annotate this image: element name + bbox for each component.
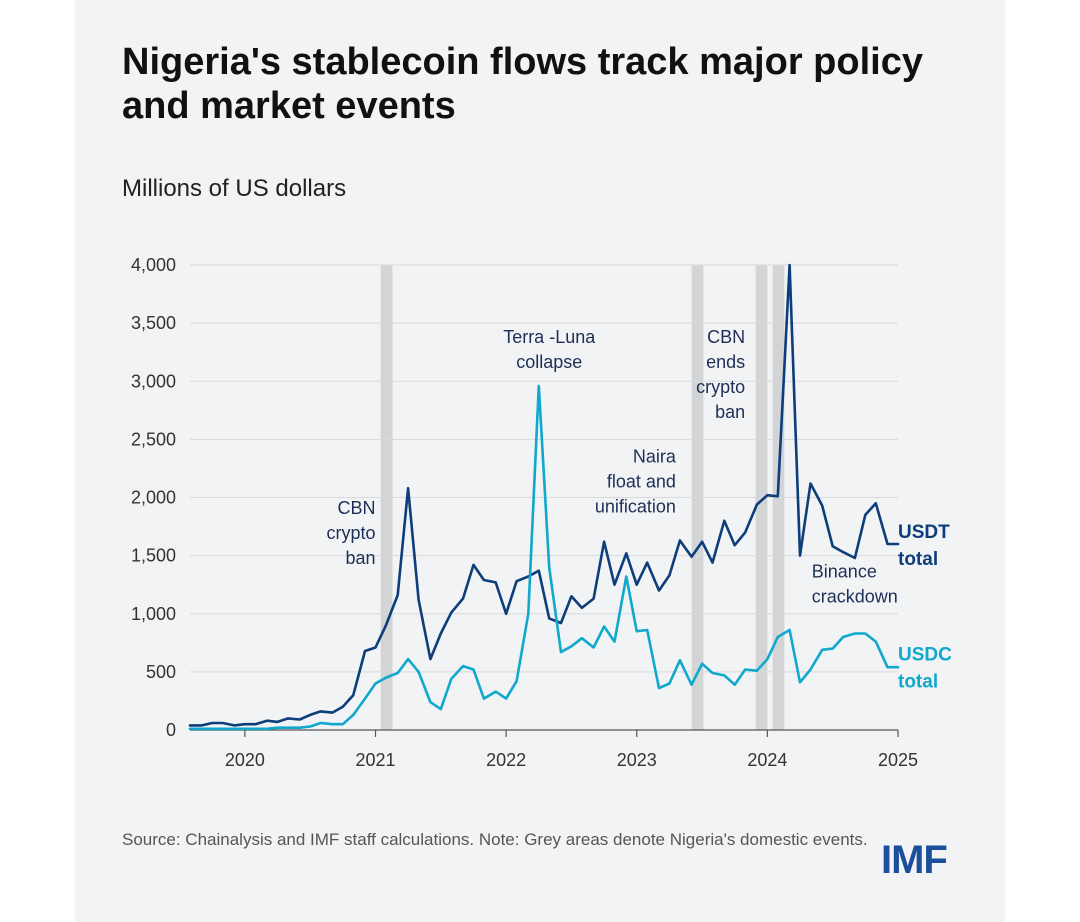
source-note: Source: Chainalysis and IMF staff calcul… [122,830,868,849]
annotation-line: CBN [707,327,745,347]
x-tick-label: 2022 [486,750,526,770]
y-tick-label: 4,000 [131,255,176,275]
x-tick-label: 2024 [747,750,787,770]
y-tick-label: 0 [166,720,176,740]
y-tick-label: 2,000 [131,488,176,508]
x-tick-label: 2025 [878,750,918,770]
annotation-4: Binance crackdown [812,562,898,607]
x-tick-label: 2021 [355,750,395,770]
y-tick-label: 1,500 [131,546,176,566]
annotation-1: Terra -Luna collapse [503,327,596,372]
series-label: USDC [898,644,952,665]
y-tick-label: 3,500 [131,313,176,333]
annotation-line: unification [595,497,676,517]
annotation-line: Binance [812,562,877,582]
annotation-line: float and [607,472,676,492]
unit-label: Millions of US dollars [122,175,347,202]
series-line-usdc [188,384,900,731]
series-label: USDT [898,522,950,543]
x-tick-label: 2023 [617,750,657,770]
annotation-line: ends [706,352,745,372]
y-tick-label: 2,500 [131,429,176,449]
y-tick-label: 3,000 [131,371,176,391]
annotation-3: CBN ends crypto ban [696,327,745,422]
chart-card: Nigeria's stablecoin flows track major p… [75,0,1005,922]
annotation-2: Naira float and unification [595,447,677,517]
annotation-line: Terra -Luna [503,327,596,347]
chart-title: Nigeria's stablecoin flows track major p… [122,41,923,127]
annotation-line: collapse [516,352,582,372]
series-label: total [898,671,938,692]
annotation-0: CBN crypto ban [326,498,375,568]
annotation-line: ban [715,402,745,422]
annotation-line: crackdown [812,587,898,607]
annotation-line: crypto [696,377,745,397]
annotation-line: CBN [337,498,375,518]
y-tick-label: 500 [146,662,176,682]
annotation-line: ban [345,548,375,568]
annotation-line: crypto [326,523,375,543]
y-tick-label: 1,000 [131,604,176,624]
series-line-usdt [188,263,900,727]
x-tick-label: 2020 [225,750,265,770]
series-label: total [898,549,938,570]
annotation-line: Naira [633,447,677,467]
imf-logo: IMF [881,838,948,882]
